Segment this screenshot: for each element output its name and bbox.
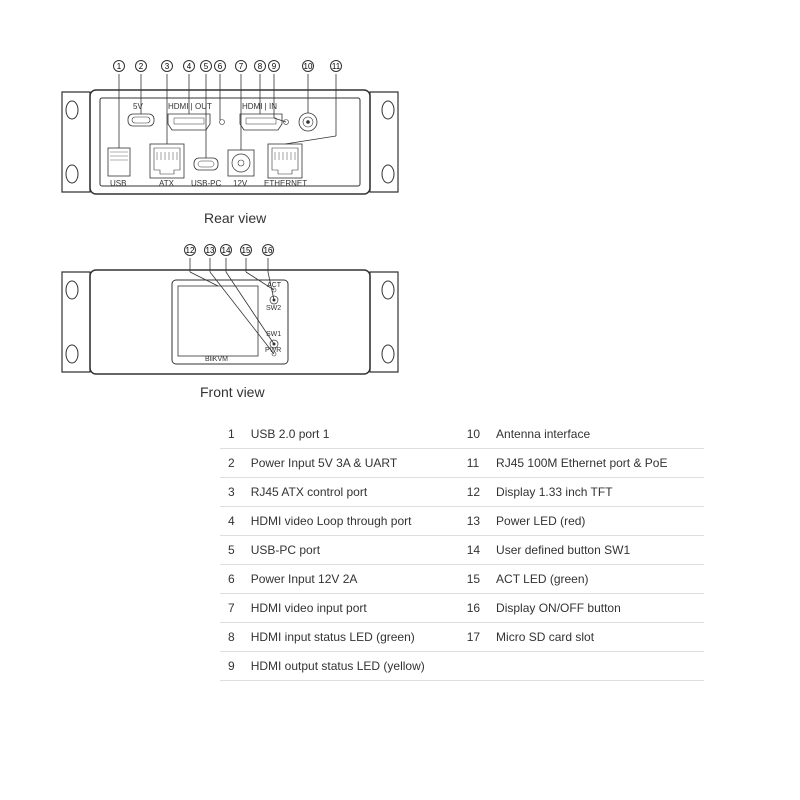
callout-15: 15	[240, 244, 252, 256]
label-sw2: SW2	[266, 305, 281, 312]
label-ethernet: ETHERNET	[264, 179, 307, 188]
label-hdmi-out: HDMI | OUT	[168, 102, 212, 111]
callout-2: 2	[135, 60, 147, 72]
callout-16: 16	[262, 244, 274, 256]
legend-desc: USB 2.0 port 1	[243, 420, 459, 449]
callout-11: 11	[330, 60, 342, 72]
callout-14: 14	[220, 244, 232, 256]
callout-6: 6	[214, 60, 226, 72]
callout-3: 3	[161, 60, 173, 72]
callout-4: 4	[183, 60, 195, 72]
legend-num: 10	[459, 420, 488, 449]
callout-10: 10	[302, 60, 314, 72]
legend-num: 1	[220, 420, 243, 449]
label-atx: ATX	[159, 179, 174, 188]
label-5v: 5V	[133, 102, 143, 111]
label-pwr: PWR	[265, 347, 281, 354]
label-blikvm: BliKVM	[205, 356, 228, 363]
front-view-diagram: 12 13 14 15 16 ACT SW2 SW1 PWR BliKVM	[60, 246, 400, 386]
legend-desc: Antenna interface	[488, 420, 704, 449]
callout-7: 7	[235, 60, 247, 72]
rear-view-title: Rear view	[204, 210, 266, 226]
callout-5: 5	[200, 60, 212, 72]
legend-table: 1USB 2.0 port 1 10Antenna interface 2Pow…	[220, 420, 704, 681]
label-usb-pc: USB-PC	[191, 179, 221, 188]
rear-view-diagram: 1 2 3 4 5 6 7 8 9 10 11 5V HDMI | OUT HD…	[60, 62, 400, 212]
callout-13: 13	[204, 244, 216, 256]
label-act: ACT	[267, 282, 281, 289]
callout-1: 1	[113, 60, 125, 72]
callout-9: 9	[268, 60, 280, 72]
label-hdmi-in: HDMI | IN	[242, 102, 277, 111]
front-view-title: Front view	[200, 384, 265, 400]
label-12v: 12V	[233, 179, 247, 188]
callout-8: 8	[254, 60, 266, 72]
callout-12: 12	[184, 244, 196, 256]
label-sw1: SW1	[266, 331, 281, 338]
label-usb: USB	[110, 179, 126, 188]
